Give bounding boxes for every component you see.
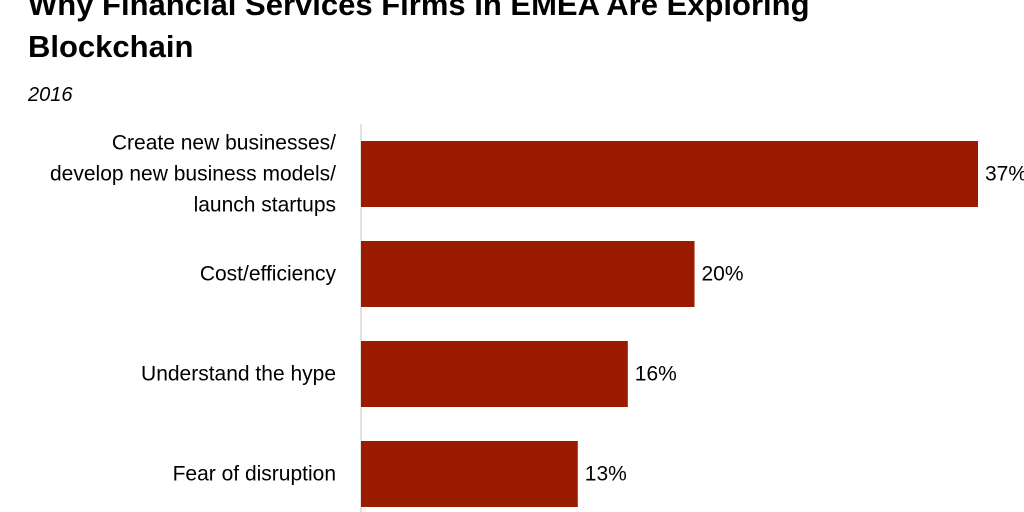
chart-subtitle: 2016 [28,84,73,106]
data-label-1: 37% [985,163,1024,186]
data-label-2: 20% [702,263,744,286]
category-label-1: Create new businesses/develop new busine… [50,132,336,217]
category-label-4: Fear of disruption [173,463,336,486]
bar-3 [361,341,628,407]
data-label-4: 13% [585,463,627,486]
data-label-3: 16% [635,363,677,386]
category-label-2: Cost/efficiency [200,263,337,286]
bar-2 [361,241,695,307]
category-label-3: Understand the hype [141,363,336,386]
bar-1 [361,141,978,207]
chart-title: Why Financial Services Firms In EMEA Are… [28,0,810,64]
bar-4 [361,441,578,507]
